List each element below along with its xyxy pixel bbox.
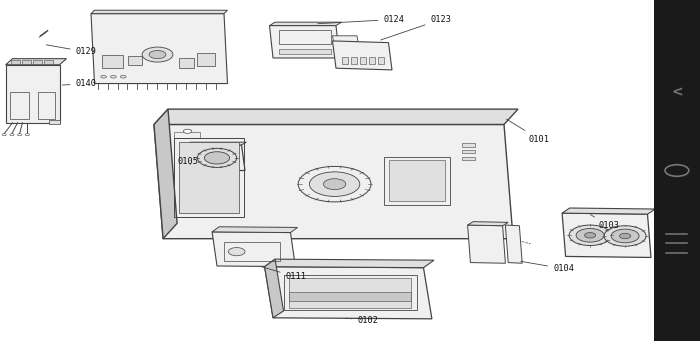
Circle shape bbox=[584, 233, 596, 238]
Text: 0105: 0105 bbox=[177, 158, 198, 166]
Text: 0123: 0123 bbox=[381, 15, 452, 40]
Bar bbox=[49, 120, 60, 124]
Polygon shape bbox=[186, 145, 245, 170]
Text: 0129: 0129 bbox=[46, 45, 97, 56]
Polygon shape bbox=[562, 213, 651, 257]
Bar bbox=[289, 292, 411, 301]
Bar bbox=[462, 143, 475, 147]
Text: 0104: 0104 bbox=[521, 261, 574, 273]
Circle shape bbox=[323, 179, 346, 190]
Bar bbox=[231, 164, 238, 168]
Text: 0111: 0111 bbox=[262, 267, 307, 281]
Bar bbox=[384, 157, 450, 205]
Bar bbox=[654, 0, 700, 341]
Polygon shape bbox=[6, 65, 60, 123]
Circle shape bbox=[2, 134, 6, 136]
Polygon shape bbox=[265, 259, 434, 268]
Bar bbox=[178, 142, 239, 213]
Circle shape bbox=[149, 50, 166, 59]
Polygon shape bbox=[91, 10, 228, 14]
Polygon shape bbox=[562, 208, 655, 214]
Bar bbox=[369, 57, 375, 64]
Text: 0103: 0103 bbox=[590, 214, 620, 230]
Bar bbox=[389, 160, 445, 201]
Polygon shape bbox=[265, 259, 284, 318]
Polygon shape bbox=[505, 225, 522, 263]
Bar bbox=[10, 92, 29, 119]
Bar bbox=[284, 275, 416, 310]
Bar bbox=[462, 150, 475, 153]
Text: 0140: 0140 bbox=[62, 79, 97, 88]
Bar bbox=[38, 92, 55, 119]
Bar bbox=[378, 57, 384, 64]
Circle shape bbox=[142, 47, 173, 62]
Bar bbox=[360, 57, 366, 64]
Circle shape bbox=[569, 225, 611, 246]
Bar bbox=[44, 60, 53, 64]
Polygon shape bbox=[468, 225, 505, 263]
Polygon shape bbox=[6, 59, 66, 65]
Circle shape bbox=[111, 75, 116, 78]
Circle shape bbox=[604, 226, 646, 246]
Polygon shape bbox=[332, 36, 359, 48]
Bar bbox=[197, 53, 215, 66]
Circle shape bbox=[25, 134, 29, 136]
Bar bbox=[10, 60, 20, 64]
Circle shape bbox=[120, 75, 126, 78]
Bar bbox=[174, 132, 200, 138]
Bar bbox=[351, 57, 357, 64]
Polygon shape bbox=[212, 227, 298, 233]
Circle shape bbox=[620, 233, 631, 239]
Bar bbox=[128, 56, 142, 65]
Bar bbox=[195, 164, 202, 168]
Polygon shape bbox=[91, 14, 228, 84]
Circle shape bbox=[197, 148, 237, 167]
Text: 0101: 0101 bbox=[506, 119, 550, 144]
Bar bbox=[342, 57, 348, 64]
Polygon shape bbox=[265, 267, 432, 319]
Polygon shape bbox=[270, 22, 342, 26]
Polygon shape bbox=[270, 26, 340, 58]
Bar bbox=[174, 138, 244, 217]
Bar bbox=[33, 60, 42, 64]
Circle shape bbox=[10, 134, 14, 136]
Polygon shape bbox=[154, 124, 513, 239]
Bar bbox=[178, 58, 194, 68]
Polygon shape bbox=[154, 109, 177, 239]
Text: <: < bbox=[671, 85, 682, 99]
Bar bbox=[224, 242, 280, 261]
Circle shape bbox=[183, 129, 192, 133]
Circle shape bbox=[18, 134, 22, 136]
Circle shape bbox=[204, 152, 230, 164]
Bar bbox=[289, 278, 411, 308]
Circle shape bbox=[101, 75, 106, 78]
Polygon shape bbox=[468, 222, 508, 226]
Bar bbox=[279, 49, 331, 54]
Bar bbox=[279, 30, 331, 44]
Polygon shape bbox=[332, 41, 392, 70]
Circle shape bbox=[309, 172, 360, 196]
Bar bbox=[462, 157, 475, 160]
Bar bbox=[102, 55, 122, 68]
Bar bbox=[22, 60, 31, 64]
Circle shape bbox=[298, 166, 371, 202]
Polygon shape bbox=[154, 109, 518, 124]
Circle shape bbox=[228, 248, 245, 256]
Circle shape bbox=[576, 228, 604, 242]
Circle shape bbox=[611, 229, 639, 243]
Polygon shape bbox=[212, 232, 295, 267]
Polygon shape bbox=[186, 142, 246, 145]
Text: 0102: 0102 bbox=[346, 316, 378, 325]
Text: 0124: 0124 bbox=[318, 15, 405, 24]
